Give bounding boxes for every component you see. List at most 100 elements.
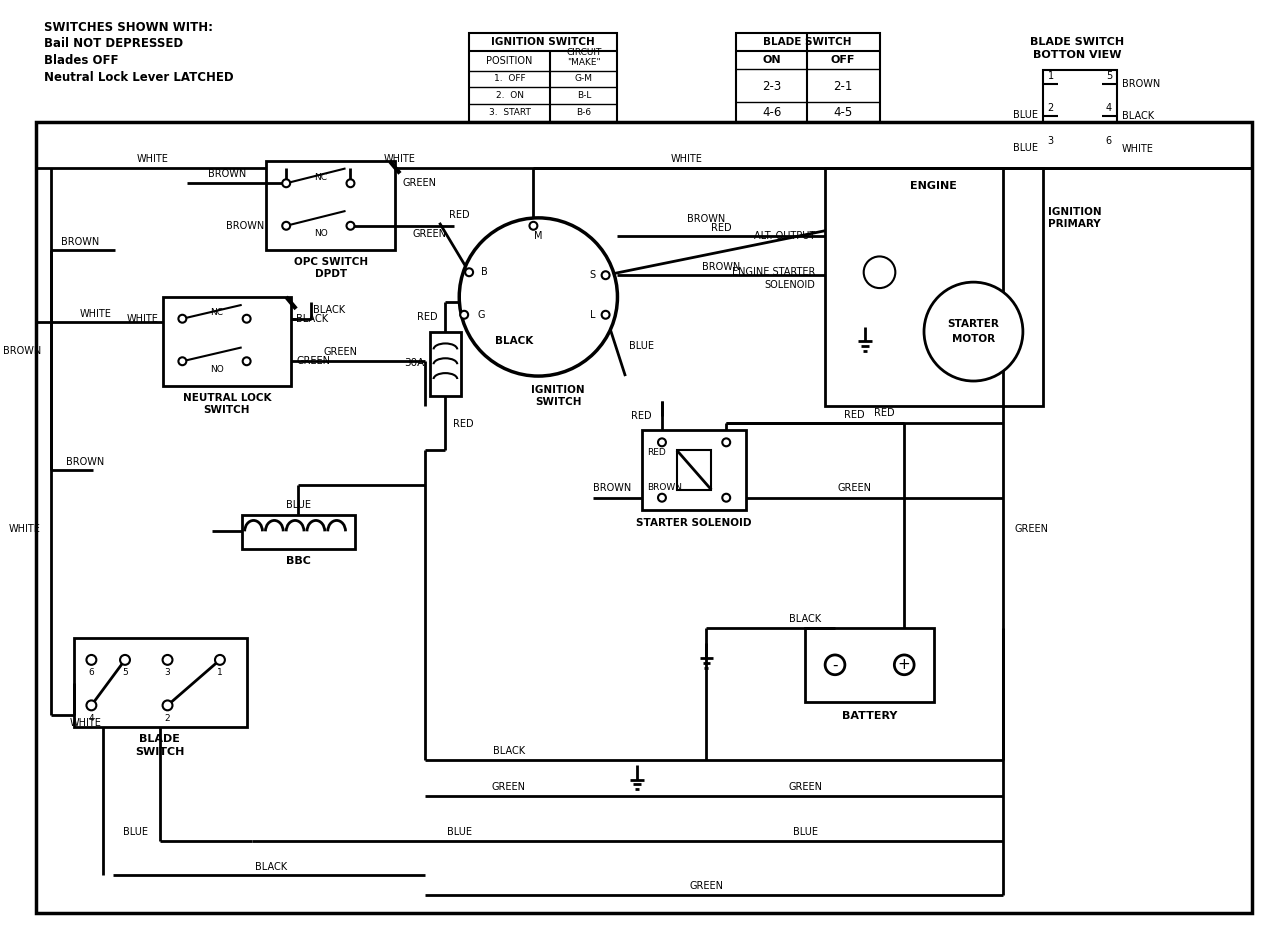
Text: GREEN: GREEN bbox=[1015, 524, 1050, 534]
Text: GREEN: GREEN bbox=[788, 783, 822, 792]
Bar bbox=[36, 122, 1252, 913]
Circle shape bbox=[215, 655, 225, 665]
Circle shape bbox=[895, 655, 914, 675]
Text: BLACK: BLACK bbox=[312, 305, 344, 315]
Text: ENGINE STARTER: ENGINE STARTER bbox=[732, 267, 815, 278]
Text: BLADE SWITCH: BLADE SWITCH bbox=[763, 37, 851, 47]
Circle shape bbox=[178, 314, 187, 323]
Text: 4-5: 4-5 bbox=[833, 106, 852, 119]
Text: 30A: 30A bbox=[404, 358, 425, 368]
Text: BLUE: BLUE bbox=[447, 827, 472, 837]
Text: BLUE: BLUE bbox=[123, 827, 147, 837]
Text: L: L bbox=[590, 310, 595, 320]
Text: BLUE: BLUE bbox=[285, 499, 311, 510]
Text: Blades OFF: Blades OFF bbox=[44, 54, 119, 67]
Text: BROWN: BROWN bbox=[1121, 79, 1160, 90]
Text: RED: RED bbox=[453, 418, 474, 429]
Text: 2-3: 2-3 bbox=[762, 80, 781, 93]
Text: BROWN: BROWN bbox=[687, 214, 726, 224]
Text: NO: NO bbox=[210, 364, 224, 374]
Bar bbox=[163, 297, 291, 386]
Text: GREEN: GREEN bbox=[492, 783, 526, 792]
Text: MOTOR: MOTOR bbox=[952, 334, 995, 345]
Text: GREEN: GREEN bbox=[324, 347, 357, 358]
Circle shape bbox=[924, 282, 1023, 381]
Circle shape bbox=[243, 314, 251, 323]
Circle shape bbox=[87, 655, 96, 665]
Text: 3: 3 bbox=[165, 668, 170, 677]
Bar bbox=[643, 430, 746, 510]
Bar bbox=[826, 168, 1043, 406]
Text: ENGINE: ENGINE bbox=[910, 181, 957, 192]
Circle shape bbox=[163, 700, 173, 710]
Circle shape bbox=[530, 222, 538, 229]
Bar bbox=[242, 514, 356, 549]
Text: DPDT: DPDT bbox=[315, 269, 347, 279]
Text: +: + bbox=[897, 657, 910, 672]
Circle shape bbox=[120, 655, 131, 665]
Text: 2: 2 bbox=[165, 714, 170, 723]
Bar bbox=[677, 450, 712, 490]
Text: BLACK: BLACK bbox=[255, 862, 288, 871]
Text: RED: RED bbox=[874, 408, 895, 417]
Circle shape bbox=[283, 222, 291, 229]
Bar bbox=[266, 161, 396, 250]
Text: G-M: G-M bbox=[575, 74, 593, 83]
Circle shape bbox=[722, 438, 730, 447]
Text: Bail NOT DEPRESSED: Bail NOT DEPRESSED bbox=[44, 38, 183, 50]
Text: GREEN: GREEN bbox=[690, 882, 723, 891]
Text: GREEN: GREEN bbox=[412, 228, 447, 239]
Text: POSITION: POSITION bbox=[486, 56, 532, 66]
Text: STARTER: STARTER bbox=[947, 319, 1000, 329]
Text: SWITCH: SWITCH bbox=[204, 405, 250, 414]
Text: IGNITION
PRIMARY: IGNITION PRIMARY bbox=[1047, 207, 1101, 228]
Text: BLUE: BLUE bbox=[792, 827, 818, 837]
Text: BROWN: BROWN bbox=[3, 346, 41, 356]
Text: 6: 6 bbox=[88, 668, 95, 677]
Text: BROWN: BROWN bbox=[207, 169, 246, 179]
Circle shape bbox=[87, 700, 96, 710]
Bar bbox=[73, 638, 247, 727]
Text: BROWN: BROWN bbox=[594, 482, 631, 493]
Circle shape bbox=[347, 179, 355, 187]
Text: 2: 2 bbox=[1047, 103, 1053, 113]
Text: BLADE SWITCH: BLADE SWITCH bbox=[1030, 37, 1124, 47]
Text: NC: NC bbox=[210, 309, 224, 317]
Text: BLACK: BLACK bbox=[1121, 111, 1153, 121]
Circle shape bbox=[163, 655, 173, 665]
Text: STARTER SOLENOID: STARTER SOLENOID bbox=[636, 518, 751, 529]
Text: 4-6: 4-6 bbox=[762, 106, 781, 119]
Text: BBC: BBC bbox=[285, 556, 311, 566]
Text: 1: 1 bbox=[218, 668, 223, 677]
Text: RED: RED bbox=[631, 411, 652, 421]
Text: BOTTON VIEW: BOTTON VIEW bbox=[1033, 50, 1121, 59]
Text: BROWN: BROWN bbox=[227, 221, 265, 230]
Text: OFF: OFF bbox=[831, 55, 855, 64]
Text: RED: RED bbox=[845, 410, 865, 420]
Circle shape bbox=[460, 218, 617, 376]
Text: B-6: B-6 bbox=[576, 108, 591, 116]
Text: WHITE: WHITE bbox=[79, 309, 111, 319]
Bar bbox=[470, 33, 617, 122]
Text: NEUTRAL LOCK: NEUTRAL LOCK bbox=[183, 393, 271, 403]
Text: RED: RED bbox=[449, 210, 470, 220]
Circle shape bbox=[347, 222, 355, 229]
Text: 6: 6 bbox=[1106, 136, 1112, 145]
Text: WHITE: WHITE bbox=[671, 154, 703, 163]
Text: BATTERY: BATTERY bbox=[842, 711, 897, 721]
Text: IGNITION: IGNITION bbox=[531, 385, 585, 395]
Circle shape bbox=[602, 271, 609, 279]
Text: WHITE: WHITE bbox=[9, 524, 41, 534]
Text: 2-1: 2-1 bbox=[833, 80, 852, 93]
Text: WHITE: WHITE bbox=[127, 313, 159, 324]
Text: SWITCHES SHOWN WITH:: SWITCHES SHOWN WITH: bbox=[44, 21, 212, 34]
Text: RED: RED bbox=[710, 223, 732, 233]
Text: WHITE: WHITE bbox=[1121, 143, 1153, 154]
Text: SOLENOID: SOLENOID bbox=[764, 280, 815, 290]
Text: WHITE: WHITE bbox=[69, 718, 101, 728]
Text: BLUE: BLUE bbox=[1012, 143, 1038, 153]
Text: BLACK: BLACK bbox=[296, 313, 328, 324]
Text: 5: 5 bbox=[1106, 72, 1112, 81]
Text: Neutral Lock Lever LATCHED: Neutral Lock Lever LATCHED bbox=[44, 71, 233, 84]
Text: 3: 3 bbox=[1047, 136, 1053, 145]
